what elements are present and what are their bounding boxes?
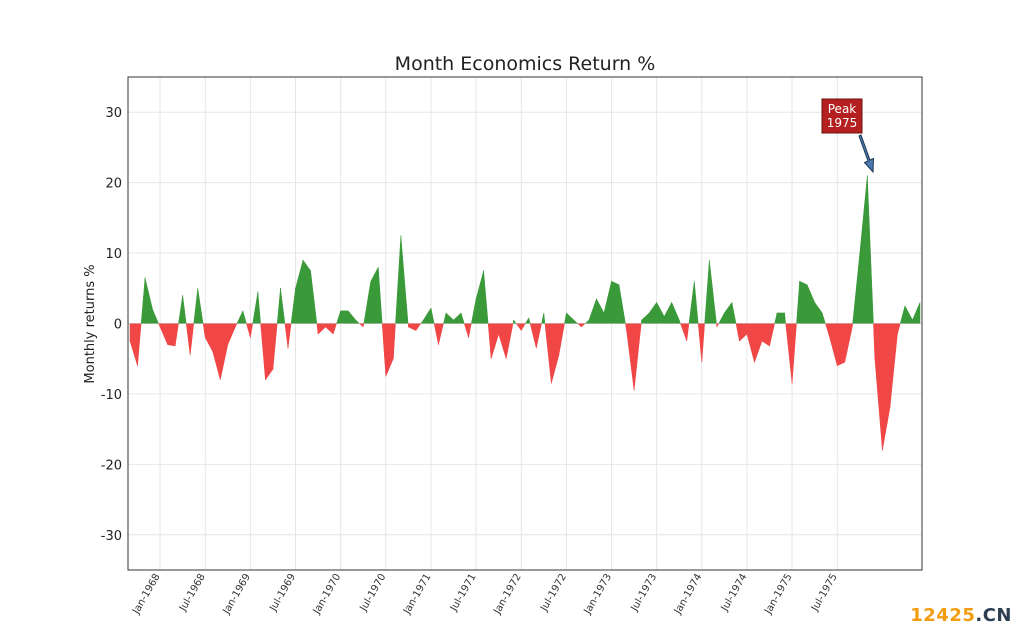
y-tick-label: 20 [105,177,122,192]
chart-title: Month Economics Return % [395,53,656,75]
positive-area [799,280,808,324]
plot-frame [127,76,923,571]
annotation-line2: 1975 [827,116,858,130]
x-tick-label: Jul-1973 [629,572,660,614]
x-tick-label: Jul-1970 [358,572,389,614]
positive-area [340,310,349,324]
y-tick-label: 10 [105,247,122,262]
annotation-line1: Peak [828,102,857,116]
y-axis-label: Monthly returns % [83,264,98,383]
annotation-box [821,98,863,134]
x-tick-label: Jan-1974 [672,572,704,617]
x-tick-label: Jul-1972 [538,572,569,614]
x-tick-label: Jul-1974 [719,572,750,614]
y-axis-ticks: -30 -20 -10 0 10 20 30 [101,106,122,544]
y-tick-label: -30 [101,529,122,544]
positive-area [776,312,785,324]
x-tick-label: Jan-1968 [130,572,162,617]
peak-annotation: Peak 1975 [821,98,875,174]
positive-area [302,259,311,324]
negative-area [167,323,176,347]
y-tick-label: 30 [105,106,122,121]
watermark-part1: 12425 [910,605,976,626]
x-tick-label: Jul-1969 [268,572,299,614]
annotation-arrow [858,134,875,174]
x-tick-label: Jan-1972 [492,572,524,617]
x-tick-label: Jan-1975 [762,572,794,617]
watermark-part2: .CN [975,605,1012,626]
negative-area [836,323,846,367]
x-tick-label: Jan-1969 [221,572,253,617]
y-tick-label: -20 [101,458,122,473]
positive-area [611,280,620,324]
area-fills [129,175,921,451]
x-tick-label: Jan-1971 [401,572,433,617]
y-tick-label: 0 [114,318,122,333]
x-axis-ticks: Jan-1968 Jul-1968 Jan-1969 Jul-1969 Jan-1970… [130,572,839,617]
x-tick-label: Jul-1971 [448,572,479,614]
watermark-logo: 12425.CN [910,605,1012,626]
x-tick-label: Jul-1968 [177,572,208,614]
x-tick-label: Jul-1975 [809,572,840,614]
x-tick-label: Jan-1973 [582,572,614,617]
y-tick-label: -10 [101,388,122,403]
x-tick-label: Jan-1970 [311,572,343,617]
